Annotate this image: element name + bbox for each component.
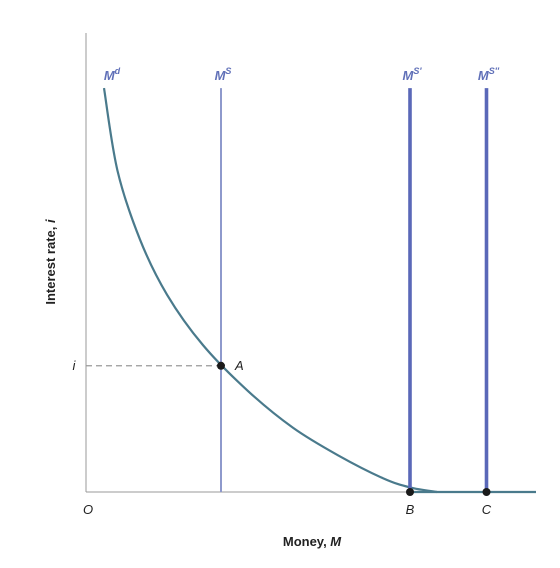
money-supply-label-3: MS″: [478, 66, 500, 83]
point-a-marker: [217, 361, 225, 370]
y-tick-label-i: i: [73, 358, 77, 373]
money-demand-label: Md: [104, 66, 121, 83]
point-a-label: A: [234, 358, 244, 373]
money-supply-label-2: MS′: [402, 66, 422, 83]
point-b-label: B: [406, 502, 415, 517]
x-axis-title: Money, M: [283, 534, 342, 549]
y-axis-title: Interest rate, i: [43, 219, 58, 305]
point-b-marker: [406, 488, 414, 496]
origin-label: O: [83, 502, 93, 517]
point-c-marker: [482, 488, 491, 496]
money-demand-curve: [102, 87, 438, 494]
point-c-label: C: [482, 502, 492, 517]
money-supply-label-1: MS: [215, 66, 232, 83]
